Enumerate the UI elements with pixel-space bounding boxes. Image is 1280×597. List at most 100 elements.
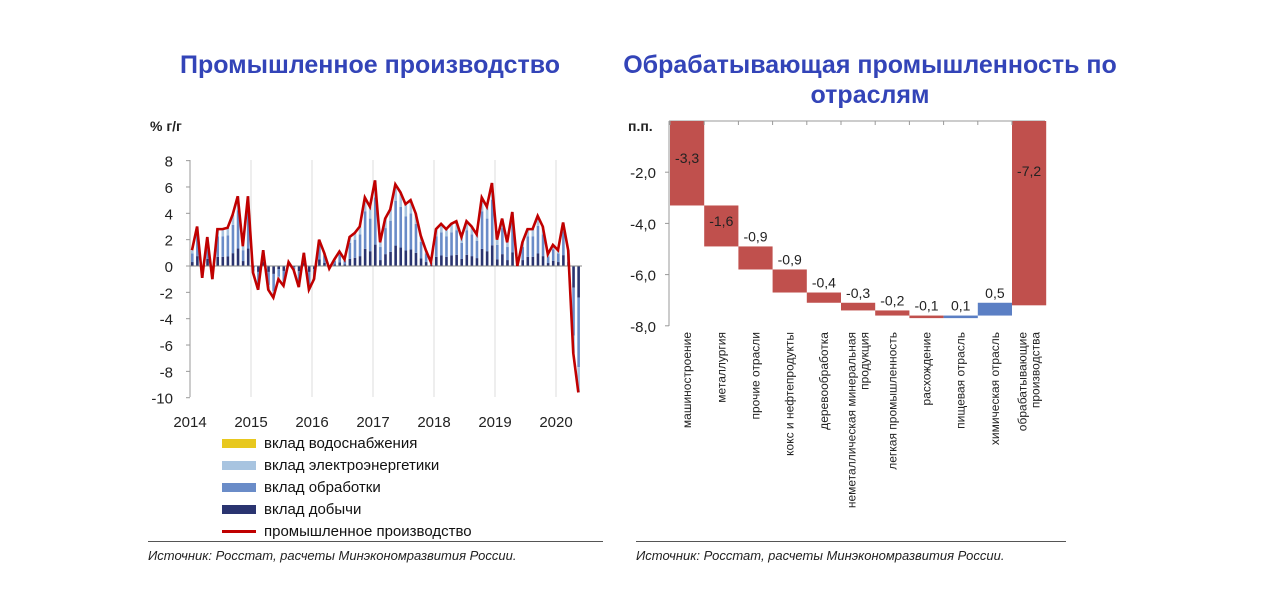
bar-mining	[333, 264, 336, 266]
bar-energy	[399, 192, 403, 207]
data-label: -3,3	[675, 150, 699, 166]
bar-manufacturing	[424, 253, 428, 263]
bar-mining	[374, 244, 377, 266]
waterfall-bar	[977, 302, 1012, 316]
bar-manufacturing	[496, 244, 499, 260]
bar-manufacturing	[572, 287, 575, 336]
bar-mining	[231, 253, 235, 266]
bar-energy	[577, 367, 580, 393]
bar-mining	[358, 256, 362, 266]
data-label: 0,5	[985, 285, 1005, 301]
category-label: деревообработка	[817, 332, 831, 430]
bar-mining	[282, 266, 286, 271]
bar-manufacturing	[374, 197, 377, 245]
data-label: -0,1	[914, 298, 938, 314]
bar-manufacturing	[384, 228, 387, 255]
bar-mining	[257, 266, 260, 272]
legend-item-manufacturing: вклад обработки	[222, 476, 472, 498]
bar-mining	[526, 256, 530, 266]
bar-manufacturing	[333, 260, 336, 265]
bar-mining	[414, 252, 418, 266]
bar-manufacturing	[399, 206, 403, 248]
bar-manufacturing	[236, 210, 240, 249]
bar-energy	[440, 223, 443, 233]
bar-energy	[379, 242, 382, 248]
bar-mining	[490, 245, 494, 266]
bar-manufacturing	[506, 247, 509, 261]
bar-mining	[363, 248, 367, 266]
bar-mining	[246, 248, 250, 266]
bar-mining	[557, 262, 560, 266]
bar-manufacturing	[307, 271, 311, 285]
bar-manufacturing	[368, 218, 372, 252]
bar-manufacturing	[435, 236, 438, 257]
bar-energy	[226, 227, 230, 236]
y-tick-label: -8,0	[630, 319, 656, 336]
bar-energy	[496, 239, 499, 245]
legend-item-line: промышленное производство	[222, 520, 472, 542]
bar-energy	[409, 200, 413, 214]
legend-item-mining: вклад добычи	[222, 498, 472, 520]
bar-mining	[394, 245, 397, 266]
waterfall-bar	[738, 246, 773, 270]
x-tick-label: 2014	[173, 414, 206, 431]
category-label: обрабатывающие	[1016, 332, 1030, 432]
bar-energy	[536, 215, 540, 226]
bar-mining	[506, 260, 509, 266]
bar-mining	[262, 262, 265, 266]
y-tick-label: -2	[160, 285, 173, 302]
bar-energy	[231, 214, 235, 225]
bar-manufacturing	[206, 242, 209, 259]
bar-mining	[318, 259, 321, 266]
bar-mining	[551, 260, 555, 266]
waterfall-bar	[704, 205, 739, 247]
bar-mining	[389, 251, 392, 266]
bar-manufacturing	[480, 211, 484, 249]
production-line	[190, 180, 580, 393]
bar-mining	[541, 256, 545, 266]
category-label: продукция	[858, 332, 872, 390]
bar-mining	[536, 253, 540, 266]
bar-energy	[465, 221, 469, 231]
bar-mining	[338, 262, 342, 266]
bar-mining	[348, 258, 352, 266]
bar-energy	[485, 206, 489, 219]
bar-manufacturing	[318, 244, 321, 260]
bar-mining	[424, 262, 428, 266]
bar-manufacturing	[562, 231, 565, 256]
bar-manufacturing	[323, 255, 326, 263]
bar-energy	[353, 233, 357, 240]
bar-mining	[404, 250, 408, 266]
waterfall-bar	[1012, 121, 1047, 306]
category-label: химическая отрасль	[988, 332, 1002, 445]
bar-energy	[241, 246, 245, 251]
waterfall-bar	[841, 302, 876, 311]
y-tick-label: 2	[165, 233, 173, 250]
bar-mining	[191, 262, 194, 266]
y-tick-label: -2,0	[630, 165, 656, 182]
waterfall-bar	[772, 269, 807, 293]
category-label: производства	[1029, 332, 1043, 408]
bar-manufacturing	[511, 222, 514, 253]
bar-manufacturing	[546, 256, 550, 264]
bar-mining	[511, 252, 514, 266]
bar-manufacturing	[343, 260, 347, 265]
bar-mining	[368, 251, 372, 266]
x-tick-label: 2019	[478, 414, 511, 431]
x-tick-label: 2016	[295, 414, 328, 431]
y-tick-label: 8	[165, 154, 173, 171]
data-label: -1,6	[709, 213, 733, 229]
x-tick-label: 2015	[234, 414, 267, 431]
bar-mining	[445, 256, 448, 266]
bar-manufacturing	[226, 235, 230, 257]
bar-manufacturing	[414, 223, 418, 253]
bar-mining	[440, 255, 443, 266]
bar-energy	[526, 229, 530, 237]
bar-manufacturing	[551, 249, 555, 261]
bar-manufacturing	[282, 270, 286, 282]
left-source: Источник: Росстат, расчеты Минэкономразв…	[148, 541, 603, 564]
bar-manufacturing	[490, 199, 494, 246]
bar-mining	[496, 259, 499, 266]
x-tick-label: 2020	[539, 414, 572, 431]
bar-mining	[307, 266, 311, 272]
